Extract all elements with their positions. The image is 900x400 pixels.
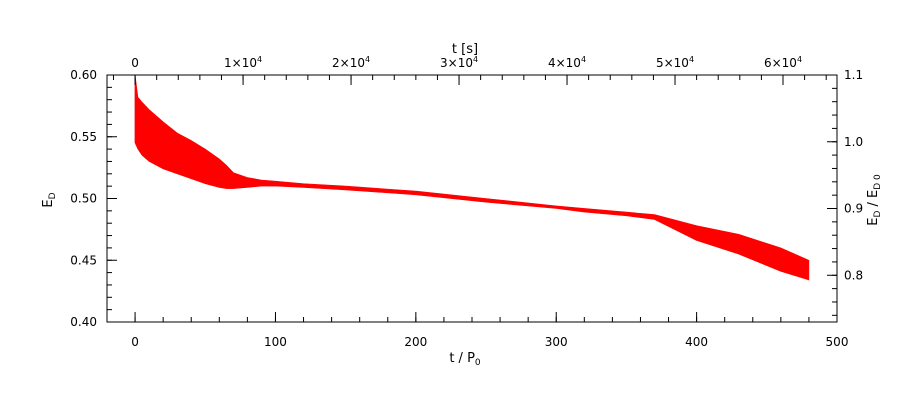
y-tick-label-0: 0.40 xyxy=(70,315,97,329)
y-tick-label-4: 0.60 xyxy=(70,68,97,82)
x-tick-label-2: 200 xyxy=(404,335,427,349)
y-tick-label-1: 0.45 xyxy=(70,253,97,267)
y-tick-label-2: 0.50 xyxy=(70,192,97,206)
x-tick-label-3: 300 xyxy=(545,335,568,349)
tick-layer xyxy=(106,74,838,323)
right-y-tick-label-1: 0.9 xyxy=(844,202,863,216)
top-x-tick-label-4: 4×104 xyxy=(548,55,586,70)
series-band-layer xyxy=(134,74,810,281)
right-y-tick-label-3: 1.1 xyxy=(844,68,863,82)
top-x-tick-label-3: 3×104 xyxy=(440,55,478,70)
x-tick-label-5: 500 xyxy=(826,335,849,349)
top-x-tick-label-5: 5×104 xyxy=(656,55,694,70)
tick-label-layer: 0 100 200 300 400 500 0.40 0.45 0.50 0.55 0.60 0.8 0… xyxy=(70,55,863,349)
x-tick-label-4: 400 xyxy=(685,335,708,349)
top-x-tick-label-6: 6×104 xyxy=(764,55,802,70)
top-x-tick-label-0: 0 xyxy=(131,56,139,70)
right-y-tick-label-2: 1.0 xyxy=(844,135,863,149)
right-y-axis-label: ED / ED 0 xyxy=(866,174,883,226)
top-x-tick-label-1: 1×104 xyxy=(224,55,262,70)
x-axis-label: t / P0 xyxy=(449,351,481,368)
x-tick-label-1: 100 xyxy=(264,335,287,349)
series-band-0 xyxy=(134,74,810,281)
y-axis-label: ED xyxy=(41,192,58,207)
top-x-tick-label-2: 2×104 xyxy=(332,55,370,70)
y-tick-label-3: 0.55 xyxy=(70,130,97,144)
series-oscillation-0 xyxy=(134,75,234,189)
top-x-axis-label: t [s] xyxy=(452,42,478,57)
x-tick-label-0: 0 xyxy=(131,335,139,349)
right-y-tick-label-0: 0.8 xyxy=(844,268,863,282)
